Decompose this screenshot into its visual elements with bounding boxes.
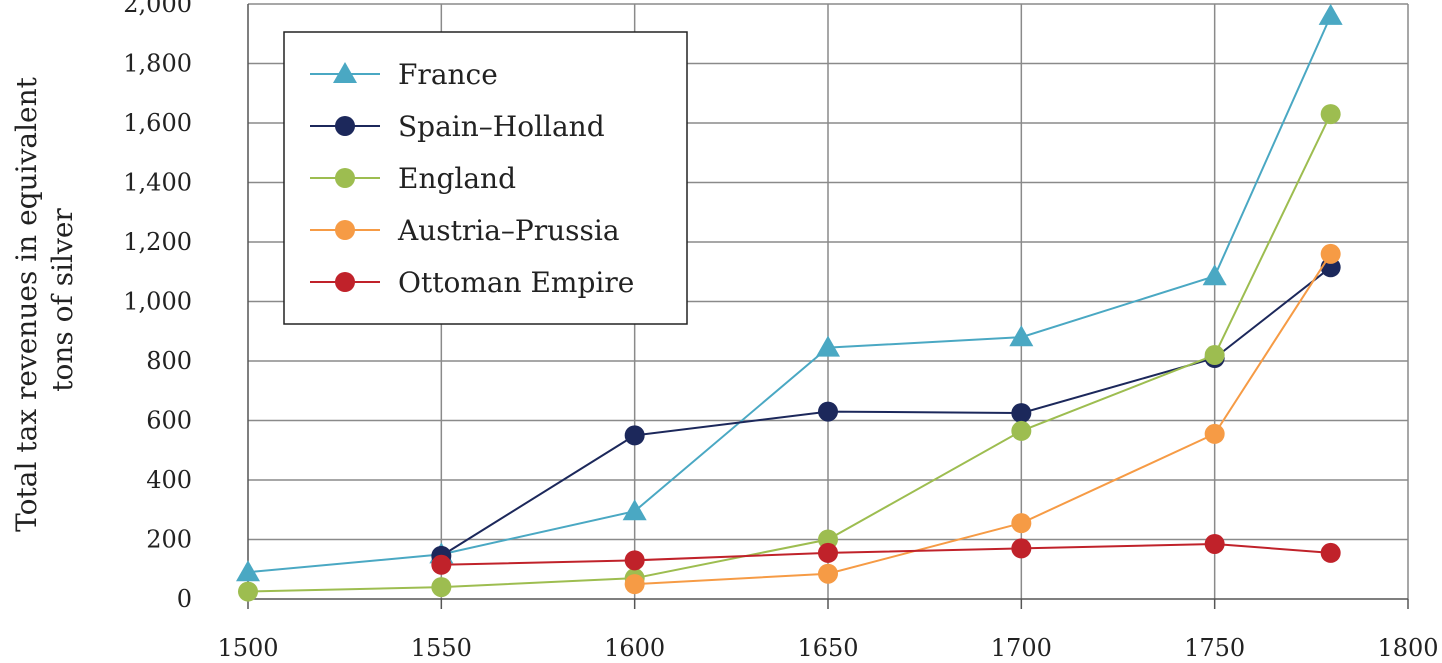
y-tick-label: 1,200 (123, 228, 192, 256)
legend-marker-spain-holland (335, 116, 355, 136)
legend-label-austria-prussia: Austria–Prussia (397, 214, 620, 247)
data-point-france (1202, 264, 1227, 286)
y-tick-label: 1,400 (123, 169, 192, 197)
data-point-austria-prussia (624, 574, 645, 595)
legend-label-england: England (398, 162, 516, 195)
legend-marker-france (333, 62, 357, 83)
legend-label-france: France (398, 58, 498, 91)
legend-item-ottoman-empire: Ottoman Empire (310, 266, 634, 299)
x-tick-label: 1500 (217, 634, 278, 662)
legend-item-spain-holland: Spain–Holland (310, 110, 605, 143)
data-point-austria-prussia (818, 563, 838, 584)
y-axis-title-line-1: Total tax revenues in equivalent (10, 76, 43, 531)
data-point-spain-holland (1011, 403, 1032, 424)
legend-marker-austria-prussia (335, 220, 355, 240)
axes (247, 4, 1409, 609)
data-point-france (816, 335, 840, 357)
x-tick-label: 1650 (797, 634, 858, 662)
y-tick-label: 1,600 (123, 109, 192, 137)
data-point-france (1318, 3, 1343, 25)
tick-labels: 0 200 400 600 800 1,000 1,200 1,400 1,600 1,800 2,… (123, 0, 1438, 662)
data-point-england (1011, 420, 1032, 441)
y-tick-label: 1,000 (123, 288, 192, 316)
x-tick-label: 1600 (604, 634, 665, 662)
data-point-france (622, 499, 647, 521)
x-tick-label: 1800 (1377, 634, 1438, 662)
data-point-ottoman-empire (1204, 533, 1225, 554)
y-axis-title: Total tax revenues in equivalent tons of… (10, 68, 79, 532)
series-line-ottoman-empire (441, 542, 1331, 566)
data-point-ottoman-empire (818, 542, 838, 563)
x-tick-label: 1700 (991, 634, 1052, 662)
y-tick-label: 200 (146, 526, 192, 554)
legend-item-austria-prussia: Austria–Prussia (310, 214, 620, 247)
data-point-austria-prussia (1320, 243, 1341, 264)
legend-item-france: France (310, 58, 498, 91)
data-series (236, 3, 1343, 602)
x-tick-label: 1750 (1184, 634, 1245, 662)
y-tick-label: 2,000 (123, 0, 192, 18)
data-point-england (238, 581, 258, 602)
legend-label-ottoman-empire: Ottoman Empire (398, 266, 634, 299)
y-tick-label: 1,800 (123, 50, 192, 78)
data-point-austria-prussia (1204, 423, 1225, 444)
legend-marker-ottoman-empire (335, 272, 355, 292)
y-tick-label: 800 (146, 347, 192, 375)
legend: France Spain–Holland England Austria–Prussi… (283, 31, 688, 325)
y-tick-label: 0 (177, 585, 192, 613)
data-point-england (1320, 104, 1341, 125)
data-point-ottoman-empire (624, 550, 645, 571)
y-axis-title-line-2: tons of silver (46, 208, 79, 392)
y-tick-label: 600 (146, 407, 192, 435)
series-austria-prussia (624, 243, 1341, 595)
data-point-ottoman-empire (431, 554, 452, 575)
data-point-france (1009, 325, 1034, 347)
x-tick-label: 1550 (411, 634, 472, 662)
data-point-spain-holland (818, 401, 838, 422)
legend-item-england: England (310, 162, 516, 195)
legend-label-spain-holland: Spain–Holland (398, 110, 605, 143)
data-point-france (236, 560, 260, 582)
data-point-spain-holland (624, 425, 645, 446)
data-point-england (1204, 345, 1225, 366)
data-point-ottoman-empire (1011, 538, 1032, 559)
series-ottoman-empire (431, 533, 1341, 575)
y-tick-label: 400 (146, 466, 192, 494)
data-point-england (431, 577, 452, 598)
legend-marker-england (335, 168, 355, 188)
data-point-ottoman-empire (1320, 542, 1341, 563)
series-line-austria-prussia (634, 253, 1332, 586)
data-point-austria-prussia (1011, 513, 1032, 534)
series-line-spain-holland (440, 266, 1332, 557)
